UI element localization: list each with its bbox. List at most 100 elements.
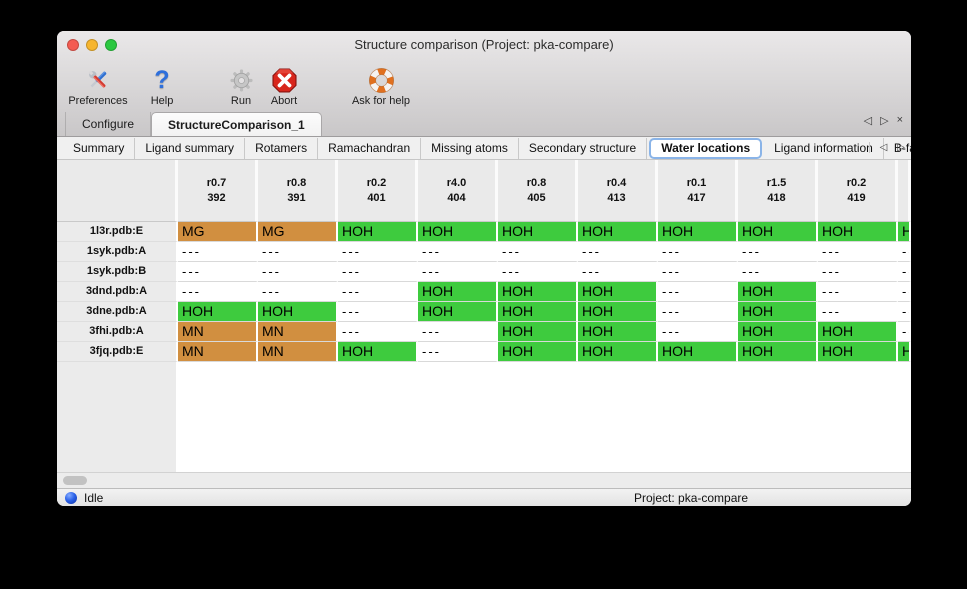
table-cell[interactable]: HOH xyxy=(498,282,578,302)
column-header[interactable]: r0.2 419 xyxy=(818,160,898,222)
table-cell[interactable]: --- xyxy=(898,322,911,342)
table-cell[interactable]: HOH xyxy=(498,302,578,322)
table-cell[interactable]: --- xyxy=(338,282,418,302)
subtab-summary[interactable]: Summary xyxy=(63,137,136,159)
tab-nav-forward-icon[interactable]: ▷ xyxy=(880,115,889,127)
table-cell[interactable]: --- xyxy=(658,302,738,322)
column-header[interactable] xyxy=(898,160,911,222)
tab-structurecomparison-1[interactable]: StructureComparison_1 xyxy=(151,112,322,136)
table-cell[interactable]: --- xyxy=(178,262,258,282)
table-cell[interactable]: HOH xyxy=(818,322,898,342)
table-cell[interactable]: --- xyxy=(658,322,738,342)
table-cell[interactable]: --- xyxy=(418,242,498,262)
tab-nav-back-icon[interactable]: ◁ xyxy=(863,115,873,127)
column-header[interactable]: r0.7 392 xyxy=(178,160,258,222)
row-header[interactable]: 1l3r.pdb:E xyxy=(57,222,178,242)
subtab-missing-atoms[interactable]: Missing atoms xyxy=(421,137,519,159)
table-cell[interactable]: --- xyxy=(898,242,911,262)
subtab-rotamers[interactable]: Rotamers xyxy=(245,137,319,159)
table-cell[interactable]: HOH xyxy=(338,222,418,242)
abort-button[interactable]: Abort xyxy=(261,60,307,108)
table-cell[interactable]: HOH xyxy=(418,302,498,322)
table-cell[interactable]: --- xyxy=(258,282,338,302)
table-cell[interactable]: MN xyxy=(178,322,258,342)
column-header[interactable]: r4.0 404 xyxy=(418,160,498,222)
table-cell[interactable]: --- xyxy=(498,242,578,262)
table-cell[interactable]: HOH xyxy=(738,222,818,242)
table-cell[interactable]: MN xyxy=(178,342,258,362)
subtab-ligand-summary[interactable]: Ligand summary xyxy=(135,137,246,159)
table-cell[interactable]: --- xyxy=(338,242,418,262)
table-cell[interactable]: --- xyxy=(578,262,658,282)
table-cell[interactable]: MG xyxy=(258,222,338,242)
table-cell[interactable]: --- xyxy=(818,262,898,282)
table-cell[interactable]: --- xyxy=(818,242,898,262)
column-header[interactable]: r0.8 391 xyxy=(258,160,338,222)
tab-close-icon[interactable]: × xyxy=(896,114,903,126)
column-header[interactable]: r1.5 418 xyxy=(738,160,818,222)
table-cell[interactable]: --- xyxy=(498,262,578,282)
table-cell[interactable]: --- xyxy=(178,242,258,262)
table-cell[interactable]: HOH xyxy=(738,342,818,362)
horizontal-scrollbar[interactable] xyxy=(57,472,911,488)
table-cell[interactable]: HOH xyxy=(418,282,498,302)
table-cell[interactable]: HOH xyxy=(818,222,898,242)
table-cell[interactable]: HOH xyxy=(658,342,738,362)
table-cell[interactable]: MN xyxy=(258,322,338,342)
column-header[interactable]: r0.4 413 xyxy=(578,160,658,222)
ask-for-help-button[interactable]: Ask for help xyxy=(335,60,427,108)
table-cell[interactable]: HOH xyxy=(498,222,578,242)
table-cell[interactable]: --- xyxy=(418,342,498,362)
table-cell[interactable]: HOH xyxy=(578,342,658,362)
row-header[interactable]: 1syk.pdb:A xyxy=(57,242,178,262)
subtab-b-factors[interactable]: B-factors xyxy=(884,138,911,159)
table-cell[interactable]: HOH xyxy=(578,222,658,242)
table-cell[interactable]: --- xyxy=(738,242,818,262)
table-cell[interactable]: --- xyxy=(818,302,898,322)
table-cell[interactable]: HOH xyxy=(738,322,818,342)
zoom-window-button[interactable] xyxy=(105,39,117,51)
table-cell[interactable]: --- xyxy=(578,242,658,262)
table-cell[interactable]: --- xyxy=(178,282,258,302)
column-header[interactable]: r0.8 405 xyxy=(498,160,578,222)
table-cell[interactable]: --- xyxy=(898,282,911,302)
preferences-button[interactable]: Preferences xyxy=(61,60,135,108)
subtab-ramachandran[interactable]: Ramachandran xyxy=(318,137,422,159)
table-cell[interactable]: --- xyxy=(658,262,738,282)
table-cell[interactable]: --- xyxy=(658,242,738,262)
table-cell[interactable]: HOH xyxy=(898,342,911,362)
run-button[interactable]: Run xyxy=(221,60,261,108)
table-cell[interactable]: HOH xyxy=(498,342,578,362)
subtab-ligand-information[interactable]: Ligand information xyxy=(764,137,884,159)
close-window-button[interactable] xyxy=(67,39,79,51)
table-cell[interactable]: --- xyxy=(738,262,818,282)
scrollbar-thumb[interactable] xyxy=(63,476,87,485)
table-cell[interactable]: --- xyxy=(258,262,338,282)
minimize-window-button[interactable] xyxy=(86,39,98,51)
table-cell[interactable]: HOH xyxy=(658,222,738,242)
row-header[interactable]: 1syk.pdb:B xyxy=(57,262,178,282)
table-cell[interactable]: MG xyxy=(178,222,258,242)
table-cell[interactable]: HOH xyxy=(898,222,911,242)
column-header[interactable]: r0.1 417 xyxy=(658,160,738,222)
row-header[interactable]: 3fjq.pdb:E xyxy=(57,342,178,362)
table-cell[interactable]: --- xyxy=(338,322,418,342)
table-cell[interactable]: HOH xyxy=(738,302,818,322)
titlebar[interactable]: Structure comparison (Project: pka-compa… xyxy=(57,31,911,58)
subtab-secondary-structure[interactable]: Secondary structure xyxy=(519,137,648,159)
table-cell[interactable]: HOH xyxy=(578,282,658,302)
table-cell[interactable]: --- xyxy=(418,262,498,282)
table-cell[interactable]: MN xyxy=(258,342,338,362)
table-cell[interactable]: --- xyxy=(338,262,418,282)
table-cell[interactable]: --- xyxy=(258,242,338,262)
table-cell[interactable]: --- xyxy=(418,322,498,342)
row-header[interactable]: 3dne.pdb:A xyxy=(57,302,178,322)
table-cell[interactable]: HOH xyxy=(418,222,498,242)
table-cell[interactable]: --- xyxy=(658,282,738,302)
table-cell[interactable]: HOH xyxy=(258,302,338,322)
table-cell[interactable]: HOH xyxy=(578,322,658,342)
table-cell[interactable]: --- xyxy=(898,302,911,322)
table-cell[interactable]: HOH xyxy=(818,342,898,362)
table-cell[interactable]: HOH xyxy=(338,342,418,362)
row-header[interactable]: 3fhi.pdb:A xyxy=(57,322,178,342)
